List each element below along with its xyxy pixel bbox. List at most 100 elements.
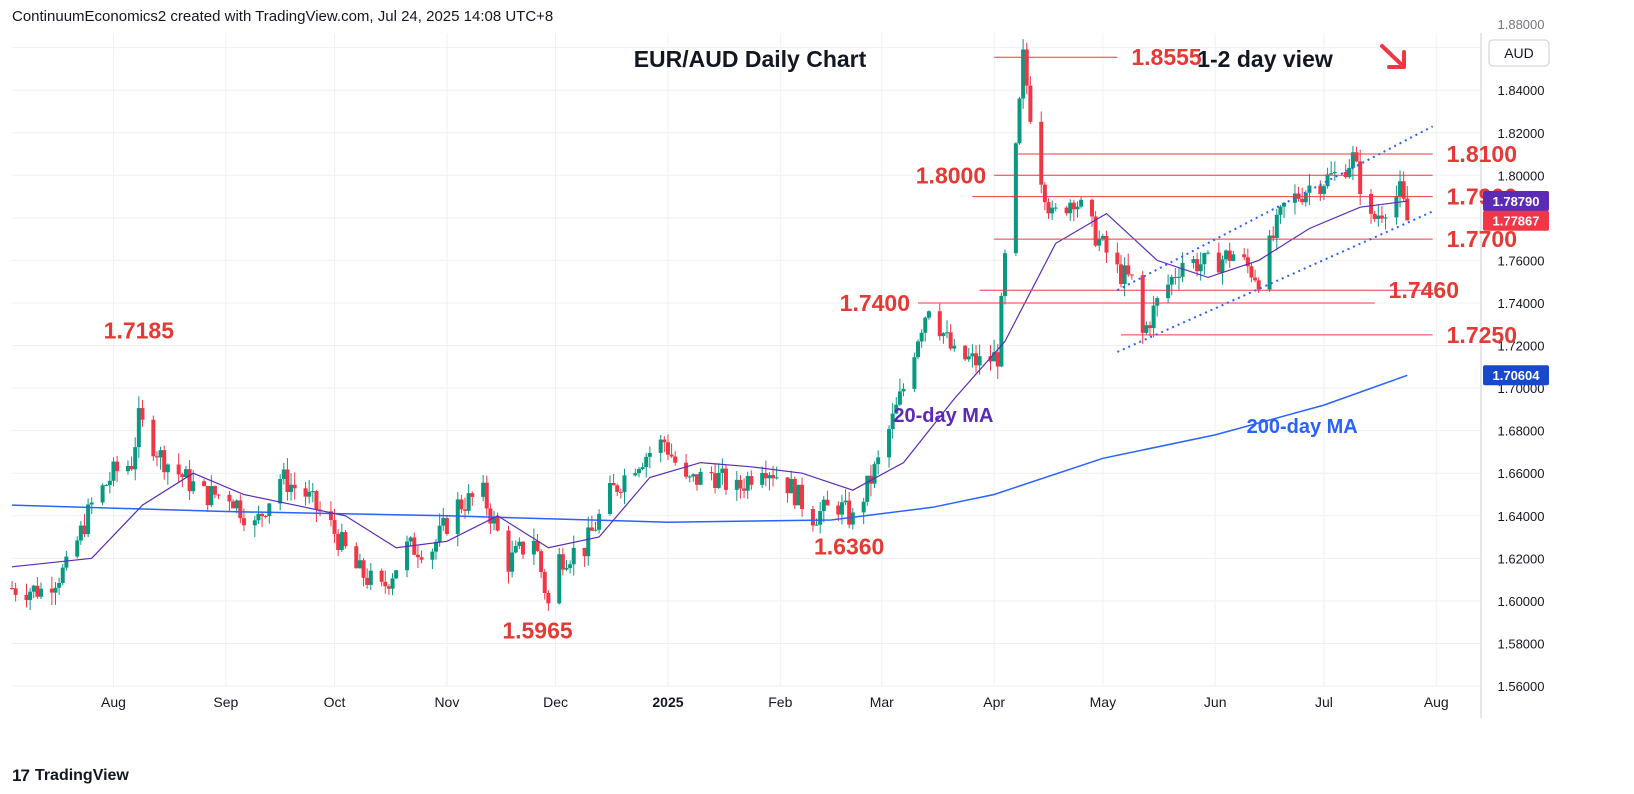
candle-body — [115, 461, 120, 472]
candle-body — [571, 547, 576, 565]
chart-title: EUR/AUD Daily Chart — [634, 46, 867, 72]
candle-body — [183, 469, 188, 478]
y-tick-label: 1.60000 — [1498, 594, 1545, 609]
candle — [1115, 242, 1120, 274]
candle-body — [82, 525, 87, 535]
candle-body — [1093, 216, 1098, 246]
candle-body — [789, 478, 794, 494]
candle — [557, 547, 562, 605]
candle-body — [49, 588, 54, 593]
candle-body — [1097, 238, 1102, 246]
candle-body — [354, 546, 359, 569]
candle — [611, 474, 616, 486]
candle — [343, 529, 348, 549]
candle — [125, 460, 130, 475]
candle-body — [734, 479, 739, 490]
candle-body — [749, 476, 754, 485]
candle — [481, 474, 486, 502]
candle — [459, 494, 464, 514]
candle-body — [698, 472, 703, 485]
candle-body — [1166, 284, 1171, 299]
candle — [785, 477, 790, 503]
candle — [430, 548, 435, 570]
candle-body — [328, 511, 333, 521]
candle-body — [1147, 325, 1152, 329]
candle-body — [441, 518, 446, 526]
candle-body — [1292, 193, 1297, 203]
candle-body — [187, 469, 192, 492]
candle-body — [488, 508, 493, 524]
candle-body — [923, 317, 928, 333]
candle-body — [843, 500, 848, 503]
candle-body — [1303, 192, 1308, 203]
candle-body — [593, 529, 598, 531]
candle-body — [310, 491, 315, 493]
candle-body — [386, 586, 391, 589]
candle — [1097, 230, 1102, 252]
candle-body — [716, 472, 721, 488]
candle — [263, 515, 268, 519]
y-tick-label: 1.64000 — [1498, 509, 1545, 524]
candle — [901, 383, 906, 397]
candle-body — [191, 481, 196, 492]
candle — [691, 473, 696, 482]
candle — [386, 584, 391, 595]
candle — [582, 547, 587, 567]
candle — [394, 569, 399, 580]
candle — [1013, 142, 1018, 256]
candle-body — [484, 482, 489, 509]
candle-body — [1155, 298, 1160, 306]
candle-body — [263, 516, 268, 518]
candle-body — [1242, 254, 1247, 258]
candle-body — [129, 465, 134, 470]
candle-body — [307, 491, 312, 497]
candle-body — [691, 474, 696, 477]
candle-body — [615, 485, 620, 492]
candle — [1198, 252, 1203, 281]
candle-body — [1300, 198, 1305, 203]
candle-body — [357, 560, 362, 569]
candle-body — [1021, 49, 1026, 99]
candle-body — [771, 475, 776, 479]
y-tick-label: 1.84000 — [1498, 83, 1545, 98]
candle-body — [412, 537, 417, 555]
candle — [1042, 182, 1047, 211]
candle — [86, 498, 91, 538]
candle-body — [444, 518, 449, 534]
candle-body — [658, 439, 663, 453]
candle-body — [825, 499, 830, 506]
candle-body — [1224, 250, 1229, 260]
candle-body — [636, 469, 641, 474]
candle — [492, 510, 497, 531]
candle — [673, 451, 678, 466]
candle — [1249, 263, 1254, 283]
candle-body — [945, 332, 950, 334]
candle — [115, 455, 120, 482]
x-tick-label: Feb — [768, 694, 792, 710]
candle — [1321, 184, 1326, 201]
candle-body — [1173, 276, 1178, 278]
tradingview-footer[interactable]: 17 TradingView — [12, 766, 129, 786]
candle — [887, 425, 892, 468]
candle — [129, 456, 134, 471]
candle — [1118, 254, 1123, 288]
candle-body — [1042, 184, 1047, 203]
candle-body — [1307, 185, 1312, 193]
candle-body — [800, 484, 805, 510]
candle-body — [847, 500, 852, 525]
candle — [665, 434, 670, 461]
level-annotation: 1.7460 — [1389, 277, 1459, 303]
candle-body — [941, 333, 946, 337]
candle-body — [466, 493, 471, 511]
candle — [589, 515, 594, 531]
candle-body — [665, 442, 670, 455]
candle — [1028, 76, 1033, 124]
candle-body — [343, 532, 348, 547]
candle-body — [292, 484, 297, 489]
candle-body — [937, 311, 942, 337]
candle — [546, 590, 551, 611]
candle-body — [586, 527, 591, 557]
candle — [1350, 145, 1355, 181]
candle — [633, 468, 638, 477]
